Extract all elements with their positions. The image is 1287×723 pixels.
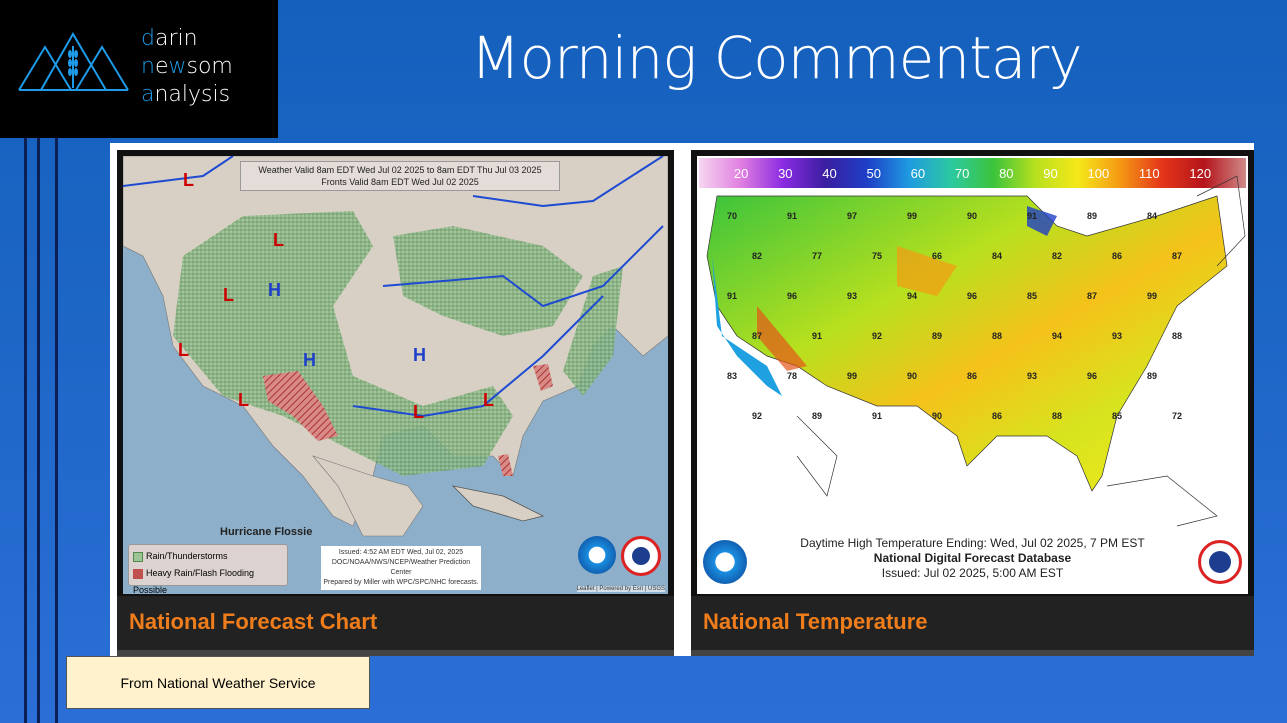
- temperature-label: 90: [907, 371, 918, 381]
- database-name: National Digital Forecast Database: [873, 551, 1072, 565]
- temperature-label: 70: [727, 211, 738, 221]
- temperature-card[interactable]: 20 30 40 50 60 70 80 90 100 110 120 70 91 97 99 90 91 89…: [691, 150, 1254, 656]
- temperature-label: 94: [1052, 331, 1063, 341]
- temperature-label: 88: [1172, 331, 1183, 341]
- temperature-label: 96: [967, 291, 978, 301]
- svg-text:L: L: [273, 230, 284, 250]
- decor-line: [37, 138, 40, 723]
- caption-divider: [691, 650, 1254, 656]
- temperature-label: 91: [872, 411, 883, 421]
- valid-time: Weather Valid 8am EDT Wed Jul 02 2025 to…: [258, 165, 542, 175]
- svg-text:H: H: [413, 345, 426, 365]
- noaa-logo: [703, 540, 747, 584]
- card-caption[interactable]: National Forecast Chart: [117, 596, 674, 650]
- logo-line-2: newsom: [141, 54, 233, 79]
- temperature-label: 91: [787, 211, 798, 221]
- temperature-label: 96: [1087, 371, 1098, 381]
- svg-text:L: L: [413, 402, 424, 422]
- temperature-label: 86: [992, 411, 1003, 421]
- mountains-wheat-icon: [18, 32, 129, 91]
- temperature-label: 88: [992, 331, 1003, 341]
- temperature-label: 92: [752, 411, 763, 421]
- svg-text:L: L: [483, 390, 494, 410]
- logo-line-1: darin: [141, 26, 198, 51]
- temperature-label: 87: [752, 331, 763, 341]
- logo: darin newsom analysis: [0, 0, 278, 138]
- nws-logo: [621, 536, 661, 576]
- temperature-label: 77: [812, 251, 823, 261]
- temperature-label: 97: [847, 211, 858, 221]
- temperature-label: 72: [1172, 411, 1183, 421]
- temperature-label: 99: [1147, 291, 1158, 301]
- decor-line: [55, 138, 58, 723]
- svg-text:L: L: [223, 285, 234, 305]
- temperature-label: 91: [1027, 211, 1038, 221]
- temperature-label: 87: [1172, 251, 1183, 261]
- temperature-label: 82: [752, 251, 763, 261]
- svg-text:H: H: [268, 280, 281, 300]
- page-title: Morning Commentary: [470, 24, 1082, 92]
- temperature-label: 93: [1027, 371, 1038, 381]
- svg-text:L: L: [238, 390, 249, 410]
- temperature-label: 86: [967, 371, 978, 381]
- temperature-label: 96: [787, 291, 798, 301]
- forecast-map: L L L L L L L H H H Weather Valid 8am EDT Wed J…: [123, 156, 668, 594]
- hurricane-label: Hurricane Flossie: [220, 526, 313, 538]
- temperature-label: 90: [932, 411, 943, 421]
- decor-line: [24, 138, 27, 723]
- fronts-valid-time: Fronts Valid 8am EDT Wed Jul 02 2025: [321, 177, 479, 187]
- map-legend: Rain/Thunderstorms Heavy Rain/Flash Floo…: [128, 544, 288, 594]
- temperature-label: 89: [932, 331, 943, 341]
- source-note: From National Weather Service: [66, 656, 370, 709]
- temperature-label: 78: [787, 371, 798, 381]
- nws-logo: [1198, 540, 1242, 584]
- temperature-label: 93: [847, 291, 858, 301]
- validity-box: Weather Valid 8am EDT Wed Jul 02 2025 to…: [240, 161, 560, 191]
- legend-item-rain: Rain/Thunderstorms: [133, 548, 283, 565]
- temperature-label: 99: [907, 211, 918, 221]
- map-attribution[interactable]: Leaflet | Powered by Esri | USGS: [576, 586, 665, 592]
- temperature-label: 91: [727, 291, 738, 301]
- valid-time: Daytime High Temperature Ending: Wed, Ju…: [800, 536, 1145, 550]
- forecast-map-graphic: L L L L L L L H H H: [123, 156, 668, 537]
- temperature-label: 89: [812, 411, 823, 421]
- temperature-label: 84: [1147, 211, 1158, 221]
- svg-text:L: L: [183, 170, 194, 190]
- temperature-label: 93: [1112, 331, 1123, 341]
- svg-text:H: H: [303, 350, 316, 370]
- temperature-label: 92: [872, 331, 883, 341]
- svg-text:L: L: [178, 340, 189, 360]
- temperature-scale: 20 30 40 50 60 70 80 90 100 110 120: [699, 158, 1246, 188]
- temperature-label: 85: [1112, 411, 1123, 421]
- temperature-label: 87: [1087, 291, 1098, 301]
- caption-divider: [117, 650, 674, 656]
- temperature-label: 90: [967, 211, 978, 221]
- temperature-map-graphic: [706, 175, 1246, 527]
- temperature-label: 94: [907, 291, 918, 301]
- card-caption[interactable]: National Temperature: [691, 596, 1254, 650]
- temperature-label: 89: [1087, 211, 1098, 221]
- forecast-chart-card[interactable]: L L L L L L L H H H Weather Valid 8am EDT Wed J…: [117, 150, 674, 656]
- temperature-label: 83: [727, 371, 738, 381]
- temperature-label: 91: [812, 331, 823, 341]
- temperature-label: 88: [1052, 411, 1063, 421]
- noaa-logo: [578, 536, 616, 574]
- legend-item-heavy-rain: Heavy Rain/Flash Flooding Possible: [133, 568, 255, 594]
- temperature-label: 85: [1027, 291, 1038, 301]
- temperature-label: 82: [1052, 251, 1063, 261]
- temperature-label: 66: [932, 251, 943, 261]
- temperature-label: 89: [1147, 371, 1158, 381]
- content-panel: L L L L L L L H H H Weather Valid 8am EDT Wed J…: [110, 143, 1254, 656]
- temperature-label: 86: [1112, 251, 1123, 261]
- temperature-label: 84: [992, 251, 1003, 261]
- issued-time: Issued: Jul 02 2025, 5:00 AM EST: [881, 566, 1064, 580]
- issued-box: Issued: 4:52 AM EDT Wed, Jul 02, 2025 DOC…: [321, 546, 481, 590]
- logo-line-3: analysis: [141, 82, 231, 107]
- temperature-label: 99: [847, 371, 858, 381]
- temperature-label: 75: [872, 251, 883, 261]
- temperature-map: 20 30 40 50 60 70 80 90 100 110 120 70 91 97 99 90 91 89…: [697, 156, 1248, 594]
- temperature-footer: Daytime High Temperature Ending: Wed, Ju…: [697, 536, 1248, 581]
